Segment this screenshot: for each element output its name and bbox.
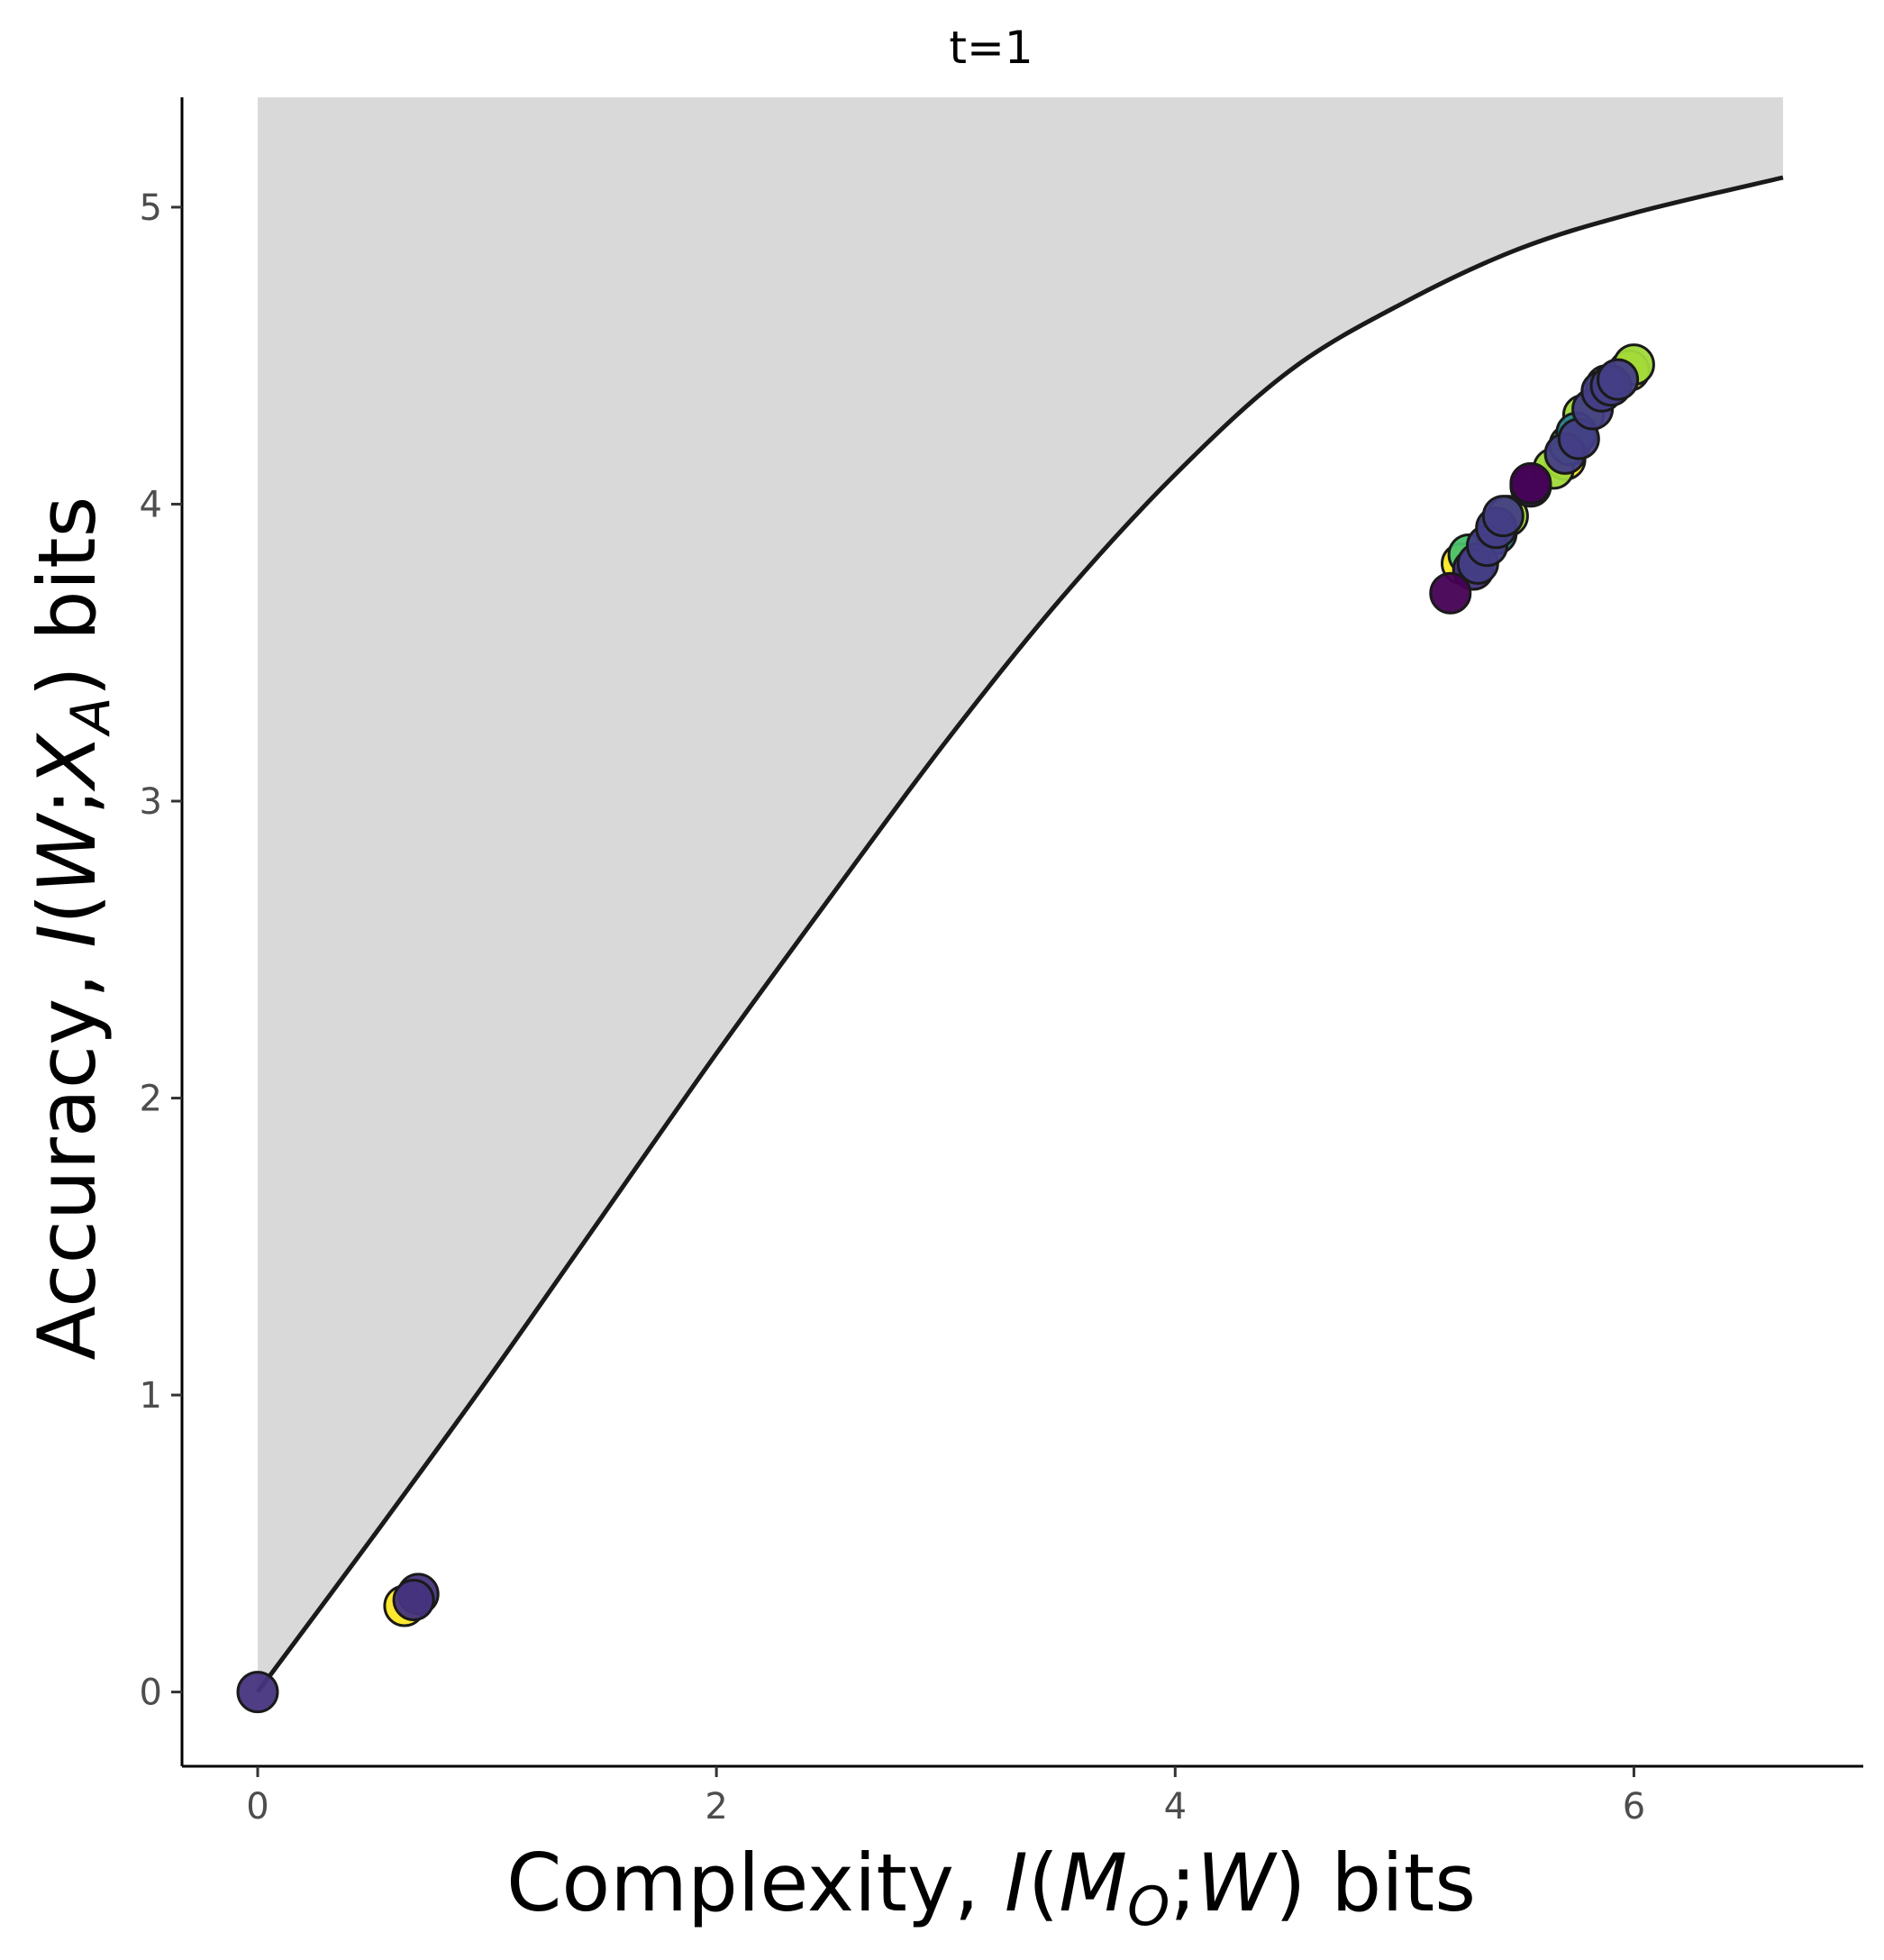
bound-curve bbox=[255, 175, 1784, 1694]
data-point-s6-3 bbox=[1481, 495, 1524, 538]
y-title-prefix: Accuracy, bbox=[21, 948, 114, 1361]
x-tick-label: 2 bbox=[705, 1786, 727, 1828]
y-axis-title: Accuracy, I(W;XA) bits bbox=[21, 497, 123, 1361]
x-tick-label: 0 bbox=[246, 1786, 268, 1828]
y-title-var1: I bbox=[21, 925, 114, 948]
y-title-var2: W bbox=[21, 813, 114, 894]
y-title-close: ) bbox=[21, 666, 114, 697]
data-point-s6-9 bbox=[1597, 358, 1640, 401]
x-title-var3: W bbox=[1197, 1837, 1278, 1929]
x-tick-label: 6 bbox=[1623, 1786, 1645, 1828]
y-title-var3-sub: A bbox=[59, 697, 123, 737]
data-point-s5-0 bbox=[1429, 571, 1472, 615]
panel-title: t=1 bbox=[949, 22, 1033, 74]
y-title-suffix: bits bbox=[21, 497, 114, 667]
y-tick-label: 0 bbox=[140, 1673, 162, 1714]
y-title-var3: X bbox=[21, 733, 114, 792]
y-title-open: ( bbox=[21, 894, 114, 925]
unachievable-region bbox=[258, 97, 1783, 1692]
y-title-sep: ; bbox=[21, 789, 114, 816]
axes: 0 2 4 6 0 1 2 3 4 5 bbox=[140, 97, 1863, 1828]
data-point-s5-1 bbox=[1509, 461, 1552, 505]
x-tick-label: 4 bbox=[1164, 1786, 1187, 1828]
unachievable-region-area bbox=[258, 97, 1783, 1692]
bound-curve-line bbox=[255, 175, 1784, 1694]
x-axis-title: Complexity, I(MO;W) bits bbox=[506, 1837, 1476, 1938]
x-title-var2-sub: O bbox=[1127, 1875, 1170, 1938]
y-tick-label: 4 bbox=[140, 484, 162, 525]
x-title-suffix: bits bbox=[1306, 1837, 1476, 1929]
scatter-points bbox=[236, 343, 1655, 1714]
y-tick-label: 1 bbox=[140, 1375, 162, 1417]
y-tick-label: 2 bbox=[140, 1079, 162, 1120]
x-title-open: ( bbox=[1028, 1837, 1059, 1929]
x-title-prefix: Complexity, bbox=[506, 1837, 1005, 1929]
y-tick-label: 3 bbox=[140, 781, 162, 823]
y-tick-label: 5 bbox=[140, 187, 162, 229]
x-title-sep: ; bbox=[1170, 1837, 1197, 1929]
data-point-s4-2 bbox=[392, 1579, 435, 1621]
x-title-var1: I bbox=[1005, 1837, 1028, 1929]
x-title-close: ) bbox=[1275, 1837, 1306, 1929]
x-title-var2: M bbox=[1059, 1837, 1127, 1929]
data-point-s4-0 bbox=[236, 1671, 279, 1714]
